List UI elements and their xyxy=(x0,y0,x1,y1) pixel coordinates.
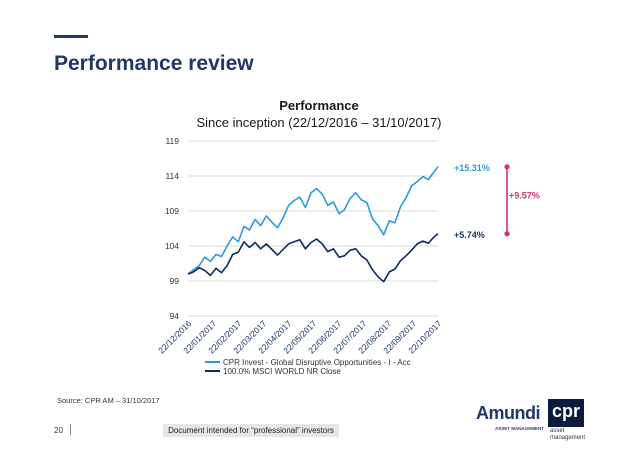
difference-bracket-top-dot xyxy=(504,164,510,170)
difference-bracket-bottom-dot xyxy=(504,231,510,237)
y-tick-label-3: 109 xyxy=(165,206,179,216)
series-end-label-0: +15.31% xyxy=(454,163,490,173)
cpr-logo-wordmark: cpr xyxy=(551,401,580,421)
title-accent-bar xyxy=(54,35,88,38)
series-end-label-1: +5.74% xyxy=(454,230,485,240)
amundi-logo-wordmark: Amundi xyxy=(476,403,541,423)
page-number-divider xyxy=(70,424,71,435)
series-line-0 xyxy=(187,166,439,275)
chart-title: Performance xyxy=(279,98,359,113)
page-title: Performance review xyxy=(54,52,254,75)
chart-subtitle: Since inception (22/12/2016 – 31/10/2017… xyxy=(196,115,442,130)
legend-label-1: 100.0% MSCI WORLD NR Close xyxy=(223,367,341,376)
page-number: 20 xyxy=(54,426,63,435)
cpr-logo-line2: management xyxy=(550,435,586,441)
y-tick-label-0: 94 xyxy=(170,311,180,321)
cpr-logo-box xyxy=(548,399,584,427)
cpr-logo: cpr asset management xyxy=(548,399,585,447)
difference-label: +9.57% xyxy=(509,190,540,200)
y-tick-label-1: 99 xyxy=(170,276,180,286)
amundi-logo: Amundi ASSET MANAGEMENT xyxy=(472,401,544,437)
cpr-logo-subtitle: asset management xyxy=(550,428,585,442)
source-note: Source: CPR AM – 31/10/2017 xyxy=(57,396,160,405)
investor-disclaimer: Document intended for “professional” inv… xyxy=(163,424,339,437)
y-tick-label-5: 119 xyxy=(165,136,179,146)
legend-label-0: CPR Invest - Global Disruptive Opportuni… xyxy=(223,358,411,367)
series-line-1 xyxy=(187,233,439,283)
cpr-logo-line1: asset xyxy=(550,428,565,434)
y-tick-label-4: 114 xyxy=(165,171,179,181)
amundi-logo-tagline: ASSET MANAGEMENT xyxy=(494,426,544,431)
y-tick-label-2: 104 xyxy=(165,241,179,251)
